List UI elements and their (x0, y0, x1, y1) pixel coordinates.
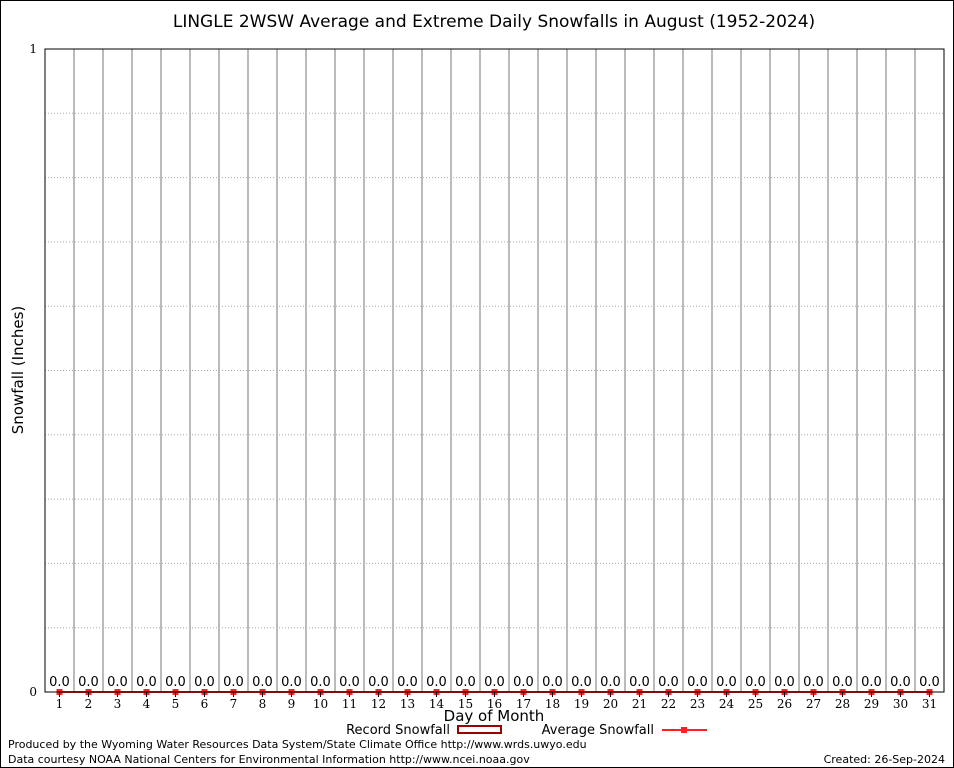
x-tick-label: 23 (690, 697, 705, 711)
data-label: 0.0 (571, 675, 592, 690)
data-label: 0.0 (861, 675, 882, 690)
data-label: 0.0 (716, 675, 737, 690)
x-tick-label: 20 (603, 697, 618, 711)
data-label: 0.0 (658, 675, 679, 690)
x-tick-label: 24 (719, 697, 735, 711)
x-tick-label: 17 (516, 697, 531, 711)
x-tick-label: 22 (661, 697, 676, 711)
y-tick-label: 1 (29, 42, 37, 56)
x-tick-label: 13 (400, 697, 415, 711)
data-label: 0.0 (890, 675, 911, 690)
x-tick-label: 4 (143, 697, 151, 711)
x-tick-label: 2 (85, 697, 93, 711)
footer-created: Created: 26-Sep-2024 (824, 753, 945, 766)
x-tick-label: 14 (429, 697, 445, 711)
x-tick-label: 21 (632, 697, 647, 711)
x-tick-label: 28 (835, 697, 850, 711)
chart-title: LINGLE 2WSW Average and Extreme Daily Sn… (173, 12, 815, 32)
x-tick-label: 3 (114, 697, 122, 711)
x-tick-label: 10 (313, 697, 328, 711)
data-label: 0.0 (803, 675, 824, 690)
plot-frame (44, 48, 945, 693)
data-label: 0.0 (426, 675, 447, 690)
data-label: 0.0 (629, 675, 650, 690)
x-tick-label: 16 (487, 697, 502, 711)
data-label: 0.0 (310, 675, 331, 690)
x-tick-label: 8 (259, 697, 267, 711)
legend-average-label: Average Snowfall (542, 723, 654, 738)
data-label: 0.0 (542, 675, 563, 690)
x-tick-label: 29 (864, 697, 879, 711)
legend-average-marker (681, 727, 687, 733)
data-label: 0.0 (165, 675, 186, 690)
legend-record-label: Record Snowfall (346, 723, 450, 738)
x-tick-label: 11 (342, 697, 357, 711)
data-label: 0.0 (455, 675, 476, 690)
x-tick-label: 27 (806, 697, 821, 711)
x-tick-label: 19 (574, 697, 589, 711)
footer-data-courtesy: Data courtesy NOAA National Centers for … (8, 753, 530, 766)
data-label: 0.0 (919, 675, 940, 690)
data-label: 0.0 (107, 675, 128, 690)
data-label: 0.0 (223, 675, 244, 690)
data-label: 0.0 (774, 675, 795, 690)
x-tick-label: 25 (748, 697, 763, 711)
x-tick-label: 26 (777, 697, 792, 711)
x-tick-label: 12 (371, 697, 386, 711)
data-label: 0.0 (252, 675, 273, 690)
data-label: 0.0 (281, 675, 302, 690)
x-tick-label: 6 (201, 697, 209, 711)
data-label: 0.0 (78, 675, 99, 690)
x-tick-label: 5 (172, 697, 180, 711)
x-tick-label: 7 (230, 697, 238, 711)
data-label: 0.0 (136, 675, 157, 690)
data-label: 0.0 (832, 675, 853, 690)
x-tick-label: 9 (288, 697, 296, 711)
x-tick-label: 30 (893, 697, 908, 711)
y-axis-label: Snowfall (Inches) (9, 306, 27, 434)
data-label: 0.0 (339, 675, 360, 690)
x-tick-label: 15 (458, 697, 473, 711)
data-label: 0.0 (745, 675, 766, 690)
data-label: 0.0 (484, 675, 505, 690)
data-label: 0.0 (368, 675, 389, 690)
data-label: 0.0 (600, 675, 621, 690)
x-tick-label: 18 (545, 697, 560, 711)
data-label: 0.0 (397, 675, 418, 690)
data-label: 0.0 (194, 675, 215, 690)
data-label: 0.0 (687, 675, 708, 690)
data-label: 0.0 (513, 675, 534, 690)
x-axis-label: Day of Month (444, 707, 545, 725)
data-label: 0.0 (49, 675, 70, 690)
x-tick-label: 31 (922, 697, 937, 711)
footer-produced-by: Produced by the Wyoming Water Resources … (8, 738, 587, 751)
x-tick-label: 1 (56, 697, 64, 711)
legend-record-swatch (457, 725, 502, 734)
y-tick-label: 0 (29, 685, 37, 699)
